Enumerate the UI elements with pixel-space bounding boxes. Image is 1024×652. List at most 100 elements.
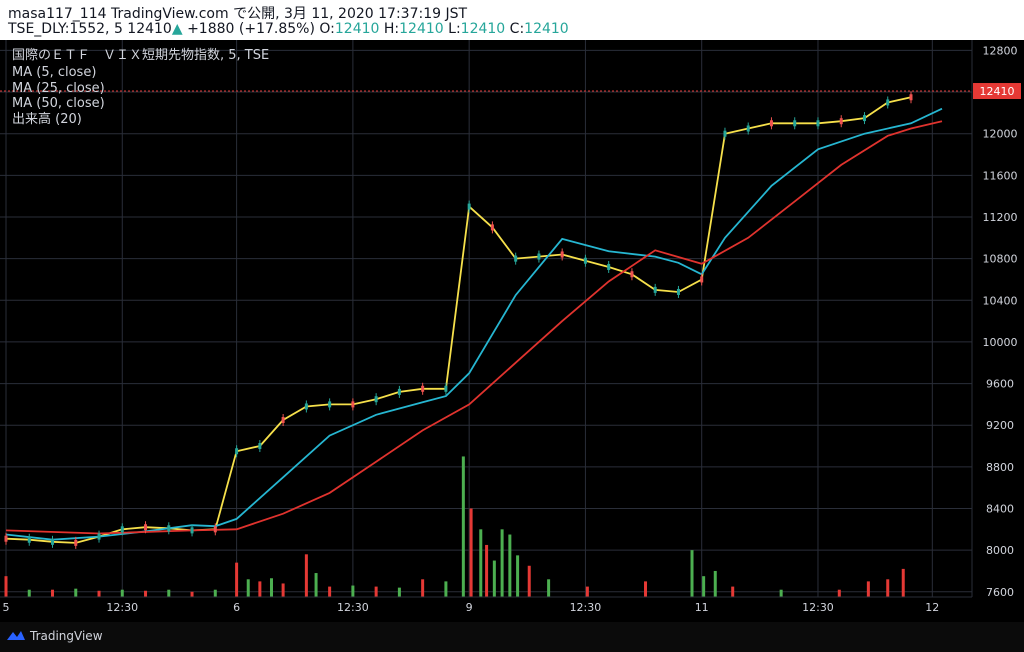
volume-bar <box>314 573 318 597</box>
x-tick-label: 11 <box>695 601 709 614</box>
candle-body <box>27 536 31 543</box>
volume-bar <box>516 555 520 597</box>
volume-bar <box>901 568 905 597</box>
candle-body <box>281 417 285 424</box>
volume-bar <box>485 544 489 597</box>
y-tick-label: 9600 <box>986 378 1014 391</box>
volume-bar <box>713 570 717 597</box>
candle-body <box>560 251 564 258</box>
volume-bar <box>281 583 285 597</box>
candle-body <box>723 130 727 137</box>
y-tick-label: 12800 <box>983 44 1018 57</box>
x-tick-label: 12:30 <box>802 601 834 614</box>
volume-bar <box>644 581 648 597</box>
volume-bar <box>74 588 78 597</box>
x-tick-label: 12 <box>925 601 939 614</box>
candle-body <box>769 120 773 127</box>
candle-body <box>258 443 262 450</box>
candle-body <box>144 524 148 531</box>
candle-body <box>607 263 611 270</box>
legend-ma25: MA (25, close) <box>12 81 105 96</box>
candle-body <box>467 203 471 210</box>
up-arrow-icon: ▲ <box>171 21 183 37</box>
price-axis[interactable]: 7600 8000 8400 8800 9200 9600 10000 10400 10800 1… <box>983 44 1018 598</box>
candle-body <box>351 401 355 408</box>
volume-bar <box>269 578 273 597</box>
candle-body <box>490 224 494 231</box>
y-tick-label: 10400 <box>983 294 1018 307</box>
y-tick-label: 11200 <box>983 211 1018 224</box>
volume-bar <box>258 581 262 597</box>
volume-bar <box>731 586 735 597</box>
candle-body <box>816 120 820 127</box>
low-value: 12410 <box>460 21 506 37</box>
candle-body <box>746 125 750 132</box>
candle-body <box>583 257 587 264</box>
volume-bar <box>547 579 551 597</box>
time-axis[interactable]: 5 12:30 6 12:30 9 12:30 11 12:30 12 <box>0 596 972 614</box>
volume-bar <box>492 560 496 597</box>
last-price-label: 12410 <box>980 85 1015 98</box>
last-price-box <box>973 83 1021 100</box>
volume-bar <box>304 554 308 597</box>
volume-bar <box>351 585 355 597</box>
volume-bar <box>500 529 504 597</box>
volume-bar <box>585 586 589 597</box>
legend-volume: 出来高 (20) <box>12 111 82 127</box>
tradingview-logo-icon <box>7 631 25 640</box>
candle-body <box>97 533 101 540</box>
candle-body <box>444 385 448 392</box>
y-tick-label: 8000 <box>986 544 1014 557</box>
y-tick-label: 10800 <box>983 253 1018 266</box>
volume-bar <box>213 589 217 597</box>
candle-body <box>51 538 55 545</box>
candle-body <box>304 403 308 410</box>
volume-bar <box>461 456 465 597</box>
candle-body <box>839 118 843 125</box>
open-value: 12410 <box>334 21 380 37</box>
candle-body <box>630 271 634 278</box>
volume-bar <box>4 576 8 597</box>
y-tick-label: 12000 <box>983 128 1018 141</box>
brand-label: TradingView <box>30 629 103 643</box>
volume-bar <box>779 589 783 597</box>
volume-bar <box>421 579 425 597</box>
candle-body <box>74 539 78 546</box>
candle-body <box>397 388 401 395</box>
volume-bar <box>444 581 448 597</box>
high-label: H: <box>383 21 400 37</box>
candle-body <box>862 115 866 122</box>
close-label: C: <box>509 21 525 37</box>
footer: TradingView <box>0 622 1024 652</box>
y-tick-label: 8800 <box>986 461 1014 474</box>
candle-body <box>886 99 890 106</box>
symbol-info: TSE_DLY:1552, 5 12410 <box>8 21 172 37</box>
price-chart[interactable]: 7600 8000 8400 8800 9200 9600 10000 10400 10800 1… <box>0 40 1024 622</box>
candle-body <box>514 255 518 262</box>
candle-body <box>374 396 378 403</box>
y-tick-label: 11600 <box>983 169 1018 182</box>
volume-bar <box>51 589 55 597</box>
y-tick-label: 9200 <box>986 419 1014 432</box>
close-value: 12410 <box>524 21 569 37</box>
volume-layer <box>4 456 905 597</box>
volume-bar <box>144 590 148 597</box>
volume-bar <box>508 534 512 597</box>
candle-body <box>537 253 541 260</box>
chart-header: masa117_114 TradingView.com で公開, 3月 11, … <box>0 0 1024 40</box>
y-tick-label: 8400 <box>986 503 1014 516</box>
ohlc-line: TSE_DLY:1552, 5 12410▲ +1880 (+17.85%) O… <box>8 21 569 37</box>
candle-body <box>4 535 8 542</box>
volume-bar <box>97 590 101 597</box>
volume-bar <box>469 508 473 597</box>
candles-layer <box>4 91 913 549</box>
candle-body <box>235 448 239 455</box>
x-tick-label: 12:30 <box>337 601 369 614</box>
y-tick-label: 10000 <box>983 336 1018 349</box>
candle-body <box>190 527 194 534</box>
x-tick-label: 12:30 <box>106 601 138 614</box>
chart-background <box>0 40 1024 622</box>
volume-bar <box>120 589 124 597</box>
open-label: O: <box>319 21 335 37</box>
legend-title: 国際のＥＴＦ ＶＩＸ短期先物指数, 5, TSE <box>12 48 269 63</box>
